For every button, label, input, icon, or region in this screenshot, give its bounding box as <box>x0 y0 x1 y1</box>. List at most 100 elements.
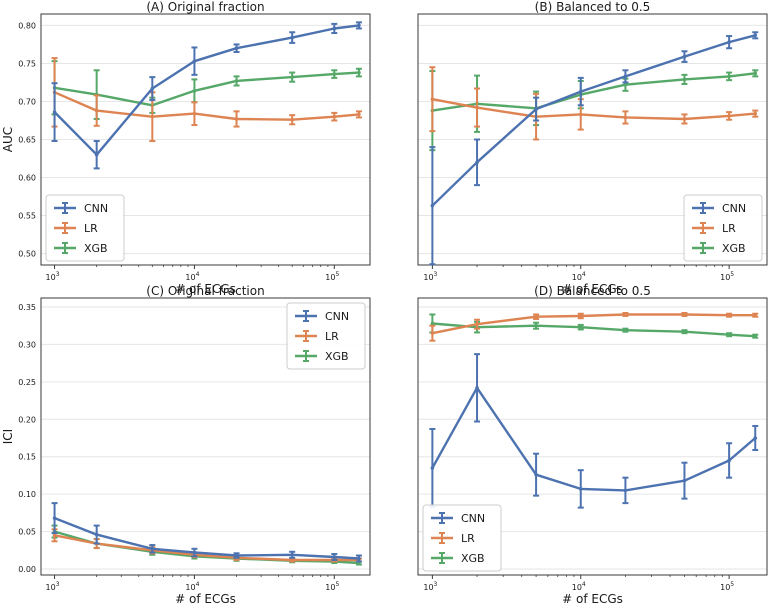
y-tick-label: 0.15 <box>18 453 36 462</box>
series-cnn <box>429 353 759 509</box>
legend-label: XGB <box>722 242 746 255</box>
data-point <box>682 478 687 483</box>
legend: CNN LR XGB <box>683 194 763 262</box>
data-point <box>682 117 687 121</box>
legend-label: XGB <box>325 350 349 363</box>
axes-frame <box>40 297 371 576</box>
data-point <box>290 558 294 562</box>
x-tick-label: 103 <box>46 271 60 282</box>
legend: CNN LR XGB <box>45 194 125 262</box>
legend-item-cnn: CNN <box>431 512 485 525</box>
series-cnn <box>429 31 759 266</box>
legend-item-lr: LR <box>295 330 339 343</box>
x-tick-label: 105 <box>325 271 339 282</box>
legend-item-lr: LR <box>54 222 98 235</box>
legend: CNN LR XGB <box>422 504 502 572</box>
data-point <box>623 328 628 332</box>
series-line <box>431 386 757 492</box>
x-tick-label: 103 <box>46 581 60 592</box>
legend-item-lr: LR <box>431 532 475 545</box>
series-line <box>54 516 359 560</box>
series-lr <box>51 57 362 143</box>
data-point <box>290 75 294 79</box>
x-axis-label: # of ECGs <box>175 592 236 605</box>
panel-B: 103 104 105 (B) Balanced to 0.5 # of ECGs CNN… <box>417 0 768 296</box>
y-tick-label: 0.75 <box>18 59 36 68</box>
x-tick-label: 104 <box>185 271 199 282</box>
x-axis-label: # of ECGs <box>175 282 236 296</box>
y-tick-label: 0.70 <box>18 97 36 106</box>
data-point <box>475 160 479 165</box>
data-point <box>234 553 239 558</box>
y-axis-label: AUC <box>1 127 15 152</box>
x-tick-label: 103 <box>423 271 437 282</box>
legend-label: LR <box>461 532 475 545</box>
x-axis-label: # of ECGs <box>562 282 623 296</box>
series-lr <box>429 311 759 342</box>
legend-item-cnn: CNN <box>295 310 349 323</box>
data-point <box>332 555 337 559</box>
data-point <box>578 487 583 491</box>
data-point <box>753 313 758 318</box>
y-tick-label: 0.20 <box>18 415 36 424</box>
data-point <box>52 533 57 538</box>
legend: CNN LR XGB <box>286 302 366 370</box>
data-point <box>727 458 731 463</box>
data-point <box>357 112 361 117</box>
data-point <box>192 59 197 63</box>
data-point <box>682 77 687 82</box>
y-tick-label: 0.30 <box>18 340 36 349</box>
axes-frame <box>417 13 768 266</box>
series-cnn <box>51 21 362 170</box>
panel-title: (B) Balanced to 0.5 <box>535 0 651 14</box>
data-point <box>578 89 583 94</box>
data-point <box>94 152 99 157</box>
data-point <box>430 466 435 470</box>
series-line <box>53 24 360 156</box>
panel-D: 103 104 105(D) Balanced to 0.5# of ECGsCNN… <box>417 284 768 605</box>
legend-item-xgb: XGB <box>295 350 349 363</box>
data-point <box>623 488 628 493</box>
x-axis-label: # of ECGs <box>562 592 623 605</box>
data-point <box>332 114 337 119</box>
data-point <box>578 112 583 117</box>
y-tick-label: 0.80 <box>18 21 36 30</box>
legend-item-xgb: XGB <box>431 552 485 565</box>
series-line <box>54 71 359 107</box>
data-point <box>682 329 687 334</box>
data-point <box>753 33 758 38</box>
series-xgb <box>429 313 759 339</box>
panel-title: (D) Balanced to 0.5 <box>534 284 651 298</box>
x-tick-label: 105 <box>720 581 734 592</box>
data-point <box>150 546 155 551</box>
data-point <box>357 556 361 561</box>
data-point <box>534 314 538 319</box>
y-axis-label: ICI <box>1 429 15 444</box>
data-point <box>234 117 239 121</box>
data-point <box>357 23 361 28</box>
y-tick-label: 0.50 <box>18 250 36 259</box>
legend-item-xgb: XGB <box>54 242 108 255</box>
data-point <box>578 325 583 329</box>
data-point <box>623 74 628 79</box>
y-tick-label: 0.60 <box>18 174 36 183</box>
y-tick-label: 0.00 <box>18 565 36 574</box>
data-point <box>52 516 57 520</box>
legend-label: LR <box>325 330 339 343</box>
data-point <box>682 54 687 59</box>
legend-label: XGB <box>461 552 485 565</box>
series-line <box>54 91 360 121</box>
data-point <box>234 79 239 83</box>
data-point <box>192 111 197 116</box>
series-line <box>432 98 756 121</box>
y-tick-label: 0.05 <box>18 528 36 537</box>
x-tick-label: 103 <box>423 581 437 592</box>
series-line <box>432 322 756 338</box>
y-tick-label: 0.65 <box>18 136 36 145</box>
series-line <box>432 313 756 335</box>
series-line <box>432 72 756 112</box>
data-point <box>682 312 687 317</box>
axes-frame <box>40 13 371 266</box>
series-line <box>431 34 756 207</box>
